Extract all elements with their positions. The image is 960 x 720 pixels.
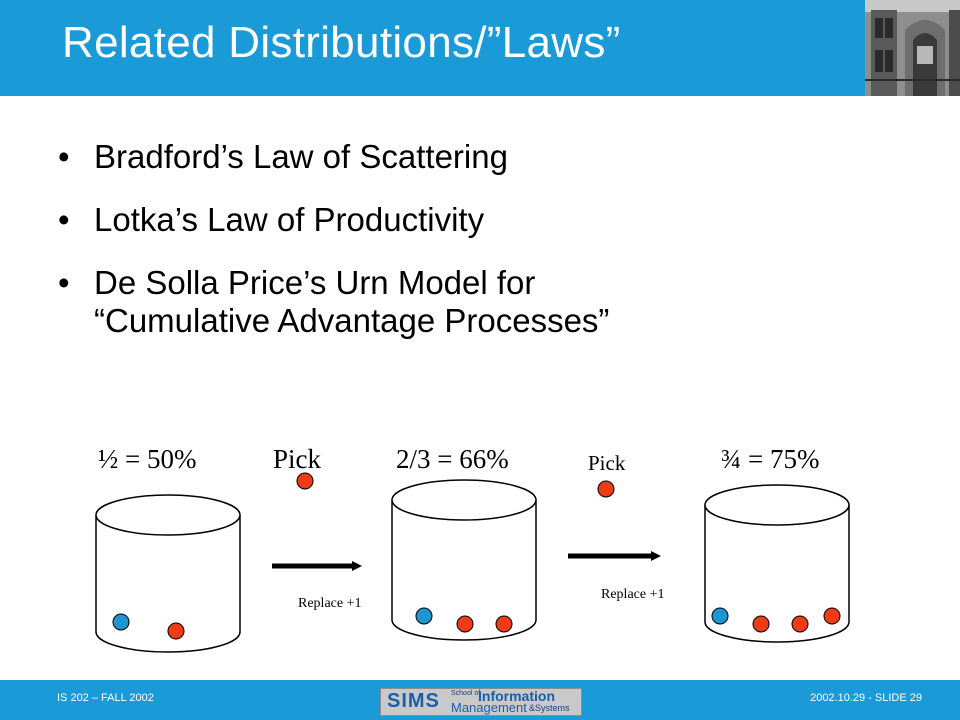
urn1-probability-label: ½ = 50% [98, 444, 196, 474]
logo-information-text: Information [478, 688, 555, 704]
blue-ball [112, 613, 130, 631]
red-ball [495, 615, 513, 633]
bullet-text: De Solla Price’s Urn Model for [94, 264, 536, 301]
replace-label-1: Replace +1 [298, 596, 361, 611]
bullet-list: • Bradford’s Law of Scattering • Lotka’s… [58, 138, 609, 365]
red-ball [823, 607, 841, 625]
red-ball [791, 615, 809, 633]
replace-label-2: Replace +1 [601, 587, 664, 602]
urn-3 [704, 484, 850, 643]
red-ball [167, 622, 185, 640]
bullet-dot: • [58, 264, 70, 301]
logo-school-of-text: School of [451, 690, 481, 697]
urn-2 [391, 479, 537, 641]
logo-sims-text: SIMS [387, 690, 440, 712]
blue-ball [711, 607, 729, 625]
building-photo [865, 0, 960, 96]
urn2-probability-label: 2/3 = 66% [396, 444, 509, 474]
picked-red-ball [296, 472, 314, 490]
red-ball [752, 615, 770, 633]
sims-logo: SIMS School of Information Management &S… [380, 688, 582, 716]
bullet-dot: • [58, 138, 70, 175]
footer-slide-number: 2002.10.29 - SLIDE 29 [810, 692, 922, 704]
bullet-item: • Lotka’s Law of Productivity [58, 201, 609, 239]
pick-label-1: Pick [273, 444, 322, 474]
red-ball [456, 615, 474, 633]
bullet-text: Lotka’s Law of Productivity [94, 201, 485, 238]
bullet-dot: • [58, 201, 70, 238]
title-bar: Related Distributions/”Laws” [0, 0, 865, 96]
bullet-text: Bradford’s Law of Scattering [94, 138, 508, 175]
urn-1 [95, 494, 241, 653]
slide-title: Related Distributions/”Laws” [62, 18, 621, 67]
pick-label-2: Pick [588, 451, 626, 475]
footer-course-label: IS 202 – FALL 2002 [57, 692, 154, 704]
logo-management-text: Management [451, 700, 527, 715]
bullet-item: • De Solla Price’s Urn Model for “Cumula… [58, 264, 609, 340]
bullet-item: • Bradford’s Law of Scattering [58, 138, 609, 176]
building-photo-graphic [865, 0, 960, 96]
bullet-text-continued: “Cumulative Advantage Processes” [94, 302, 610, 339]
logo-systems-text: &Systems [529, 703, 570, 713]
blue-ball [415, 607, 433, 625]
picked-red-ball [597, 480, 615, 498]
urn3-probability-label: ¾ = 75% [721, 444, 819, 474]
